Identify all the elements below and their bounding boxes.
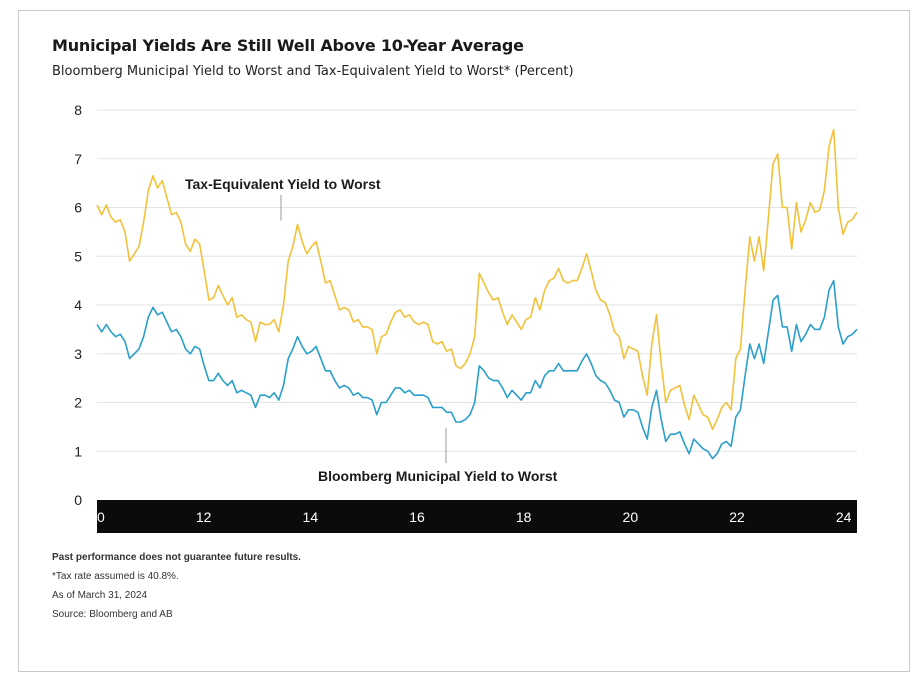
y-tick-label: 4 [74, 297, 82, 313]
x-tick-label: 24 [836, 509, 852, 525]
x-tick-label: 22 [729, 509, 745, 525]
y-tick-label: 1 [74, 443, 82, 459]
y-tick-label: 3 [74, 346, 82, 362]
series-line [96, 128, 858, 431]
x-tick-label: 20 [623, 509, 639, 525]
x-tick-label: 14 [303, 509, 319, 525]
x-tick-label: 12 [196, 509, 212, 525]
y-tick-label: 5 [74, 248, 82, 264]
y-tick-label: 6 [74, 200, 82, 216]
chart-subtitle: Bloomberg Municipal Yield to Worst and T… [52, 64, 574, 79]
annotation-label: Bloomberg Municipal Yield to Worst [318, 468, 558, 484]
x-tick-label: 16 [409, 509, 425, 525]
annotation-label: Tax-Equivalent Yield to Worst [185, 176, 381, 192]
footnotes: Past performance does not guarantee futu… [52, 552, 301, 628]
x-axis-band [97, 500, 857, 533]
series-line [96, 279, 858, 460]
x-tick-label: 10 [89, 509, 105, 525]
disclaimer-note: Past performance does not guarantee futu… [52, 552, 301, 563]
chart-title: Municipal Yields Are Still Well Above 10… [52, 36, 524, 55]
y-tick-label: 0 [74, 492, 82, 508]
tax-rate-note: *Tax rate assumed is 40.8%. [52, 571, 179, 582]
source-note: Source: Bloomberg and AB [52, 609, 173, 620]
chart-frame [18, 10, 910, 672]
x-tick-label: 18 [516, 509, 532, 525]
as-of-note: As of March 31, 2024 [52, 590, 148, 601]
y-tick-label: 2 [74, 395, 82, 411]
y-tick-label: 8 [74, 102, 82, 118]
y-tick-label: 7 [74, 151, 82, 167]
